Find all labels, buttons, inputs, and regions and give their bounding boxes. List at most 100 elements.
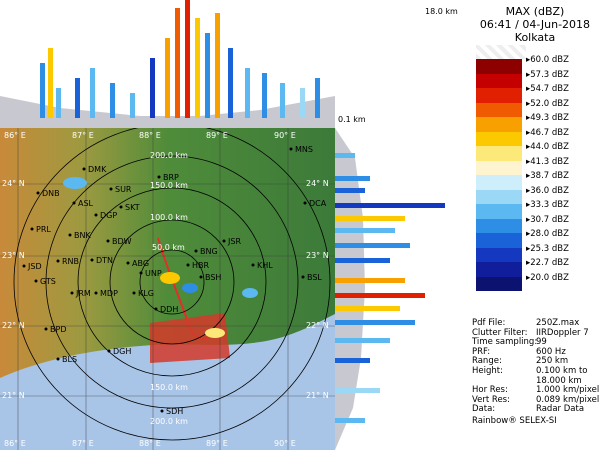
scale-swatch [476,276,522,291]
lat-label-left: 23° N [2,251,25,260]
city-label: DCA [309,199,327,208]
top-echo-bar [165,38,170,118]
scale-row: ▸30.7 dBZ [476,215,598,241]
city-label: DGH [113,347,131,356]
city-marker [68,233,72,237]
lon-label-bottom: 90° E [274,439,296,448]
city-label: KHL [257,261,273,270]
range-label: 150.0 km [150,181,188,190]
city-label: BLS [62,355,77,364]
top-echo-bar [150,58,155,118]
scale-swatch [476,73,522,88]
lat-label-right: 22° N [306,321,329,330]
top-echo-bar [315,78,320,118]
city-label: GTS [40,277,56,286]
top-echo-bar [262,73,267,118]
map-svg: 86° E 86° E 87° E 87° E 88° E 88° E 89° E 89° E… [0,128,335,450]
city-marker [82,167,86,171]
city-marker [289,147,293,151]
city-marker [44,327,48,331]
city-label: KLG [138,289,154,298]
top-echo-bar [40,63,45,118]
city-marker [199,275,203,279]
side-echo-bar [335,243,410,248]
side-echo-bar [335,278,405,283]
city-label: BNK [74,231,91,240]
city-marker [70,291,74,295]
side-echo-bar [335,358,370,363]
side-echo-bar [335,216,405,221]
side-echo-bar [335,320,415,325]
legend-no-data [476,45,526,59]
side-echo-bar [335,306,400,311]
legend-panel: MAX (dBZ) 06:41 / 04-Jun-2018 Kolkata ▸6… [470,0,600,450]
city-marker [194,249,198,253]
city-marker [36,191,40,195]
top-echo-bars [40,0,320,118]
top-echo-bar [90,68,95,118]
city-marker [222,239,226,243]
side-echo-bar [335,258,390,263]
city-marker [30,227,34,231]
scale-label: ▸44.0 dBZ [526,142,569,152]
top-echo-bar [205,33,210,118]
scale-row: ▸38.7 dBZ [476,171,598,197]
city-label: ASL [78,199,94,208]
lon-label-top: 90° E [274,131,296,140]
lat-label-left: 22° N [2,321,25,330]
side-cross-section [335,128,470,450]
scale-row: ▸41.3 dBZ [476,157,598,183]
scale-label: ▸41.3 dBZ [526,156,569,167]
top-cross-section [0,0,335,128]
scale-row: ▸49.3 dBZ [476,113,598,139]
info-key: Height: [472,366,503,376]
scale-label: ▸20.0 dBZ [526,272,569,283]
bottom-height-label: 0.1 km [338,115,366,124]
scale-swatch [476,262,522,277]
city-label: BNG [200,247,218,256]
lat-label-right: 21° N [306,391,329,400]
top-height-label: 18.0 km [425,7,458,16]
scale-label: ▸30.7 dBZ [526,214,569,225]
info-key: Hor Res: [472,385,508,396]
scale-label: ▸36.0 dBZ [526,185,569,196]
scale-row: ▸54.7 dBZ [476,84,598,110]
city-label: BRP [163,173,179,182]
city-label: MDP [100,289,118,298]
scale-label: ▸49.3 dBZ [526,113,569,123]
info-key: Data: [472,404,496,415]
info-key: Pdf File: [472,318,506,328]
info-value: 99 [536,337,547,348]
city-label: RNB [62,257,79,266]
scale-swatch [476,204,522,219]
top-echo-bar [130,93,135,118]
city-label: SDH [166,407,183,416]
lat-label-right: 24° N [306,179,329,188]
scale-swatch [476,175,522,190]
city-marker [126,261,130,265]
city-label: JSR [227,237,241,246]
city-marker [119,205,123,209]
city-label: BPD [50,325,66,334]
radar-map[interactable]: 86° E 86° E 87° E 87° E 88° E 88° E 89° E 89° E… [0,128,335,450]
scale-label: ▸57.3 dBZ [526,69,569,80]
info-value: 0.100 km to [536,366,588,376]
lon-label-top: 89° E [206,131,228,140]
scale-label: ▸25.3 dBZ [526,243,569,254]
scale-swatch [476,247,522,262]
sea [0,314,335,450]
side-cross-section-plot [335,128,445,450]
scale-label: ▸22.7 dBZ [526,258,569,268]
city-label: BSH [205,273,221,282]
side-echo-bar [335,153,355,158]
lat-label-left: 21° N [2,391,25,400]
scale-swatch [476,102,522,117]
side-echo-bar [335,418,365,423]
side-echo-bars [335,153,445,423]
city-marker [303,201,307,205]
info-value: 1.000 km/pixel [536,385,600,396]
city-marker [186,263,190,267]
scale-row: ▸33.3 dBZ [476,200,598,226]
side-echo-bar [335,203,445,208]
top-cross-section-plot [0,0,335,128]
